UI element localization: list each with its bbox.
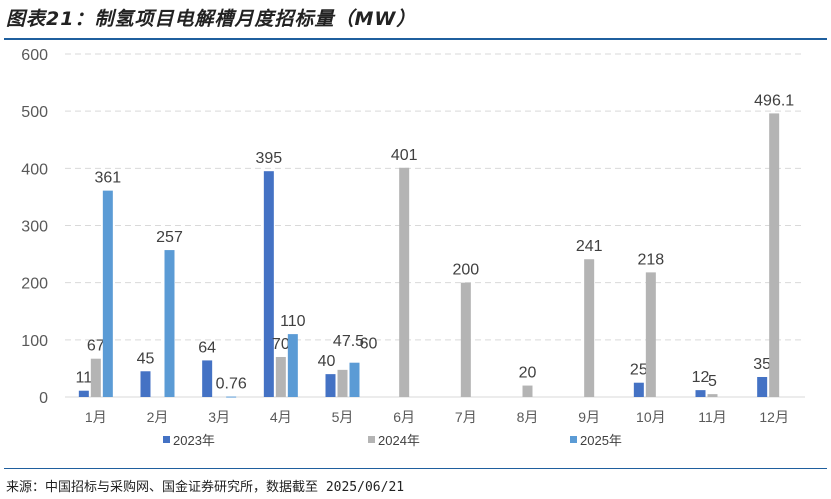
data-label: 361 [94,170,121,187]
bar-2024年 [337,369,348,397]
data-label: 70 [272,336,290,353]
bar-2024年 [275,356,286,397]
legend-swatch [570,436,577,443]
y-tick-label: 500 [21,104,48,121]
data-label: 25 [630,362,648,379]
data-label: 47.5 [333,333,364,350]
data-label: 60 [360,336,378,353]
bar-2024年 [707,394,718,397]
x-tick-label: 3月 [208,409,230,425]
legend-label: 2024年 [378,433,420,448]
y-tick-label: 200 [21,276,48,293]
data-label: 64 [198,339,216,356]
data-label: 45 [137,350,155,367]
bar-2025年 [164,250,175,397]
data-label: 241 [576,238,603,255]
title-divider [4,38,827,40]
chart-title: 图表21：制氢项目电解槽月度招标量（MW） [6,8,417,30]
bar-2024年 [460,282,471,397]
bar-2023年 [757,376,768,397]
x-tick-label: 5月 [332,409,354,425]
data-label: 67 [87,338,105,355]
legend-swatch [368,436,375,443]
bar-2023年 [695,390,706,397]
source-note: 来源：中国招标与采购网、国金证券研究所，数据截至 2025/06/21 [6,480,405,495]
y-tick-label: 100 [21,333,48,350]
x-tick-label: 9月 [578,409,600,425]
bar-chart: 0 100 200 300 400 500 600 1月 11 67 361 2月 45 257 3月 64 0… [21,47,805,448]
x-tick-label: 8月 [517,409,539,425]
data-label: 0.76 [216,376,247,393]
data-label: 496.1 [754,92,794,109]
bar-2024年 [584,259,595,397]
legend-swatch [163,436,170,443]
bar-2025年 [226,396,237,398]
x-tick-label: 6月 [393,409,415,425]
source-divider [4,468,827,469]
legend-label: 2025年 [580,433,622,448]
x-tick-label: 4月 [270,409,292,425]
bar-2023年 [140,371,151,397]
legend-label: 2023年 [173,433,215,448]
bar-2025年 [287,334,298,397]
data-label: 11 [76,370,93,387]
data-label: 200 [452,262,479,279]
bar-2023年 [78,390,89,397]
data-label: 401 [391,147,418,164]
bar-2024年 [645,272,656,397]
bar-2025年 [102,190,113,397]
bar-2023年 [202,360,213,397]
bar-2023年 [325,374,336,397]
x-tick-label: 12月 [759,409,789,425]
data-label: 35 [753,356,771,373]
x-tick-label: 11月 [698,409,727,425]
data-label: 40 [318,353,336,370]
data-label: 395 [255,150,282,167]
x-tick-label: 2月 [147,409,169,425]
bar-2023年 [633,382,644,397]
y-tick-label: 400 [21,161,48,178]
x-tick-label: 10月 [636,409,666,425]
data-label: 20 [519,365,537,382]
x-tick-label: 1月 [85,409,107,425]
data-label: 110 [280,313,306,330]
bar-2024年 [769,113,780,397]
data-label: 218 [637,251,664,268]
data-label: 5 [708,373,717,390]
data-label: 12 [692,369,710,386]
bar-2023年 [263,171,274,397]
data-label: 257 [156,229,183,246]
y-tick-label: 0 [39,390,48,407]
bar-2024年 [399,167,410,397]
x-tick-label: 7月 [455,409,477,425]
bar-2025年 [349,362,360,397]
bar-2024年 [90,358,101,397]
y-tick-label: 600 [21,47,48,64]
y-tick-label: 300 [21,219,48,236]
bar-2024年 [522,385,533,397]
